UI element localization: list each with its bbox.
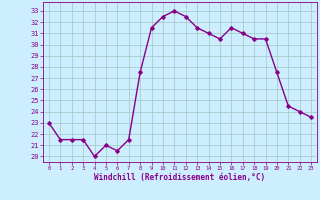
X-axis label: Windchill (Refroidissement éolien,°C): Windchill (Refroidissement éolien,°C)	[94, 173, 266, 182]
